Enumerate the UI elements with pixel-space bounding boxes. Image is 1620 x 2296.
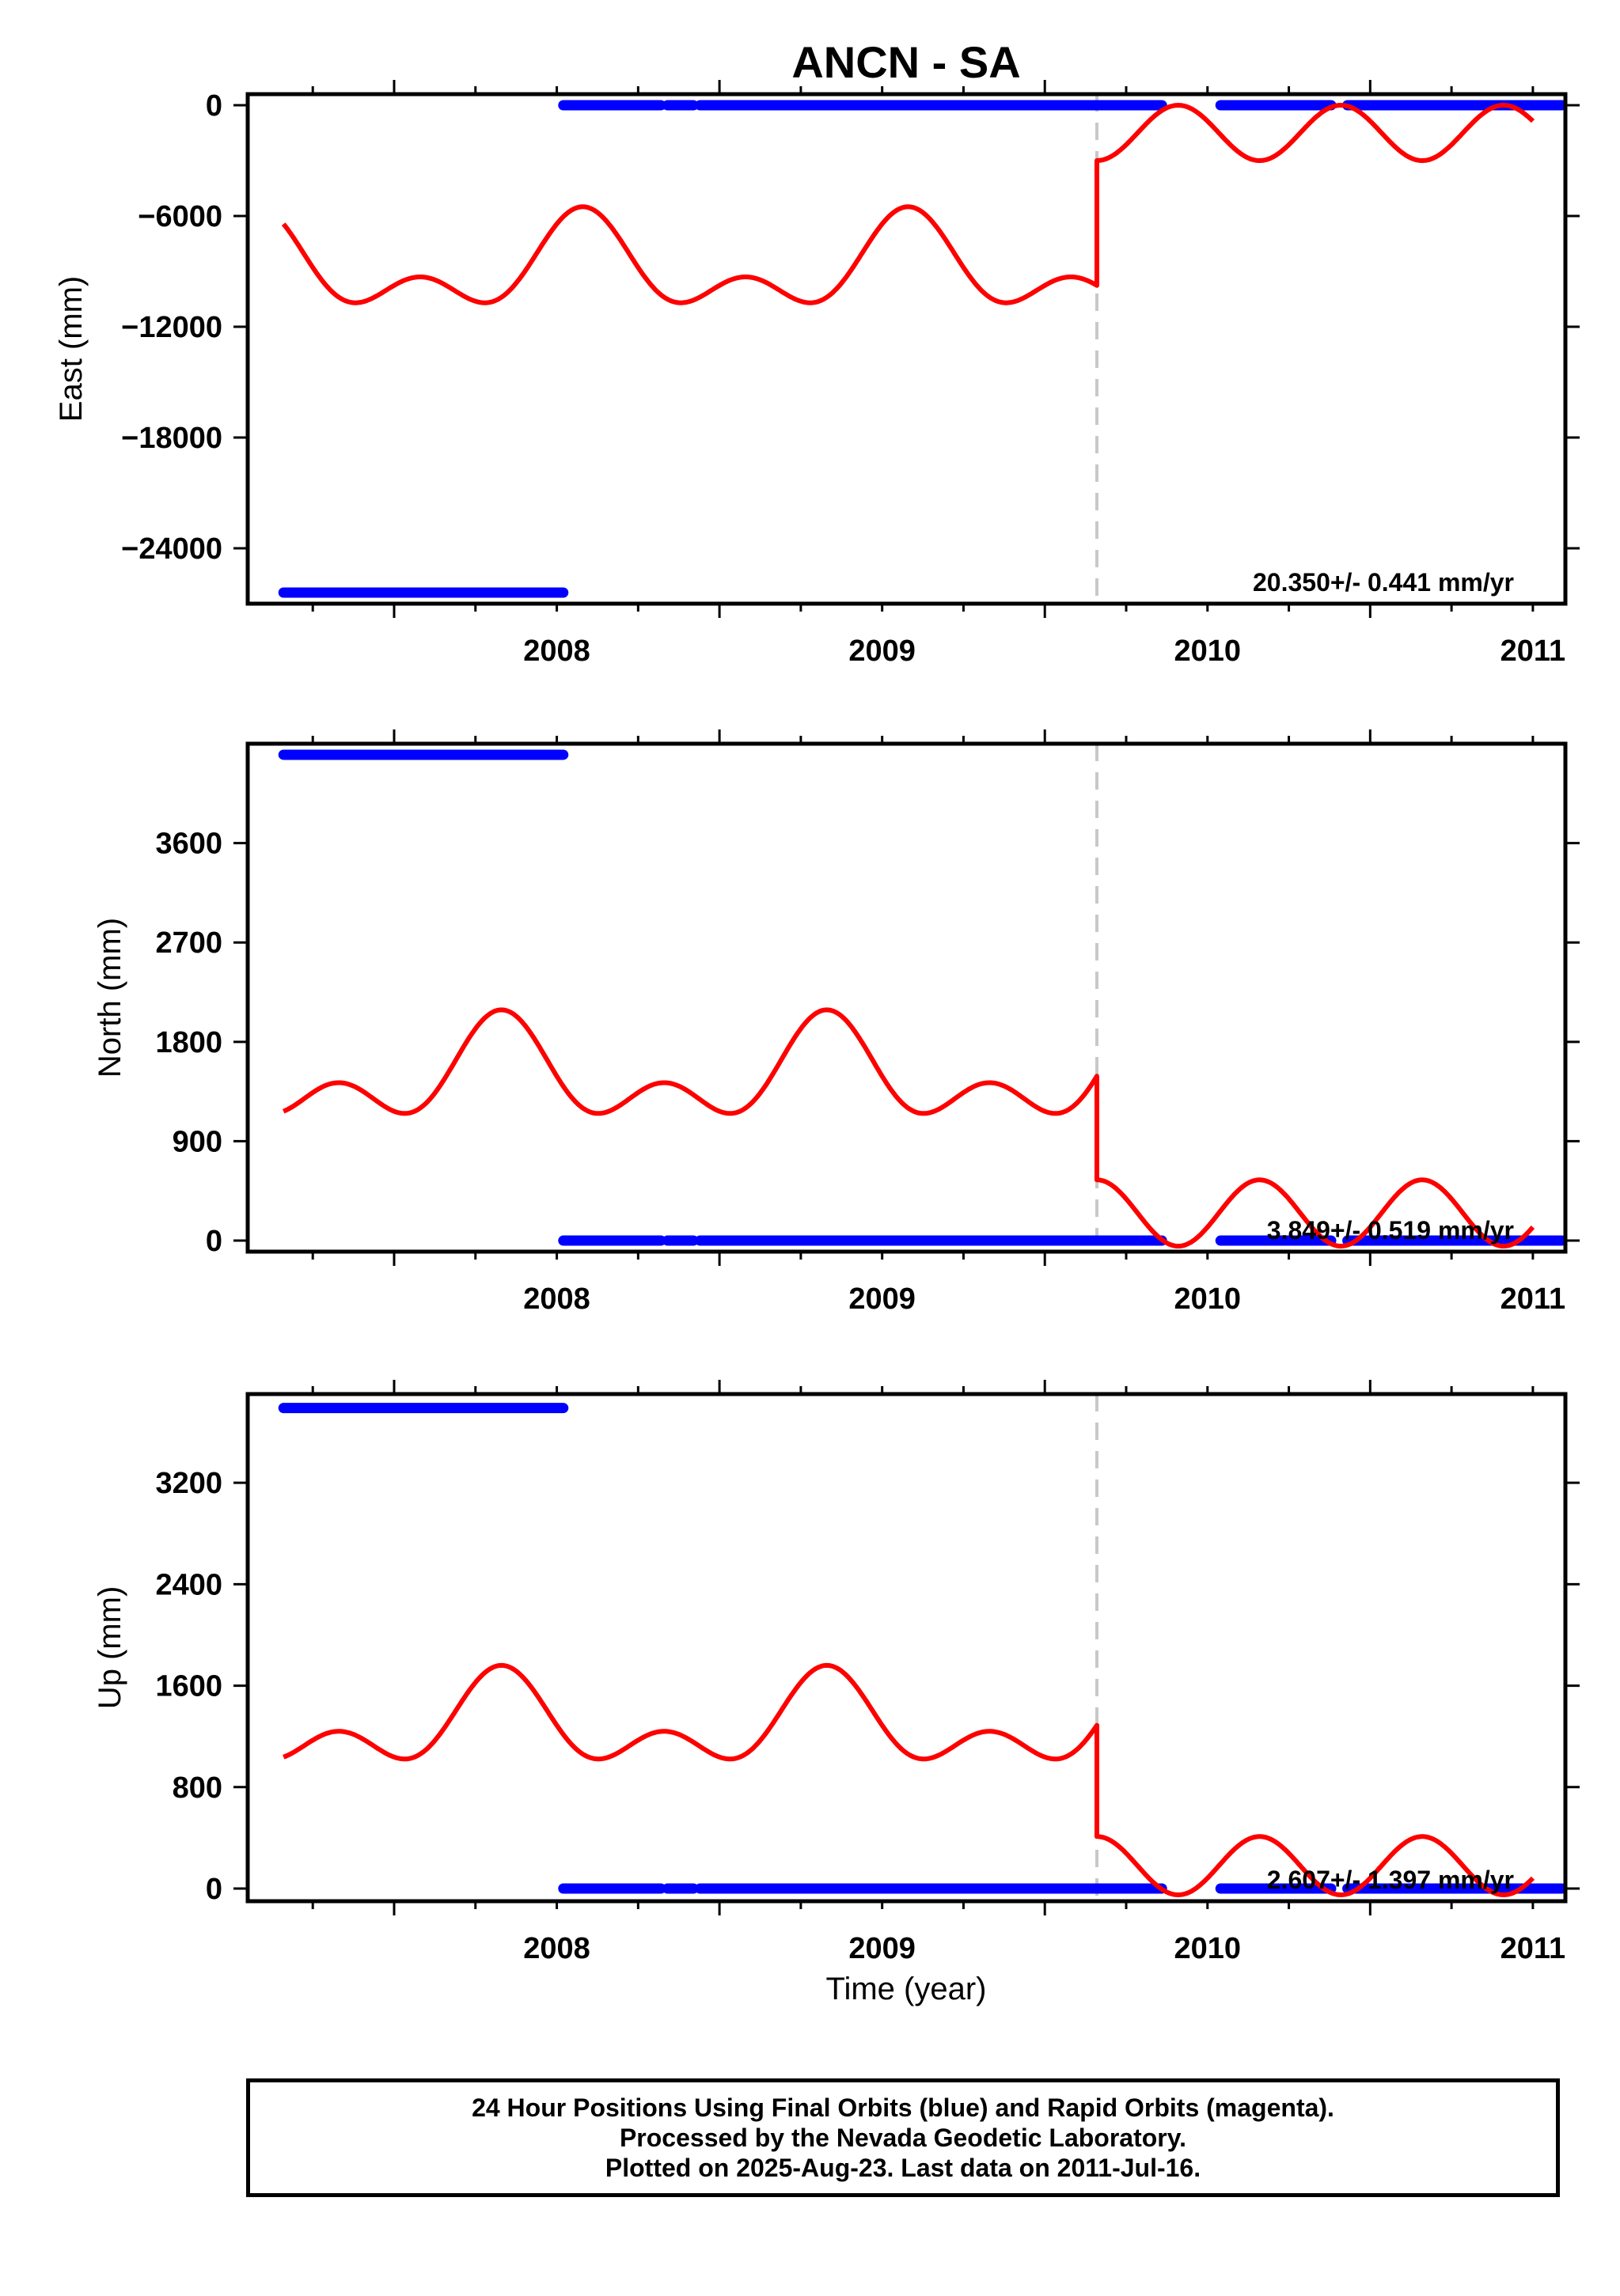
x-tick-label: 2009 bbox=[848, 1283, 916, 1316]
y-tick-label: 1800 bbox=[155, 1026, 222, 1059]
velocity-label: 2.607+/- 1.397 mm/yr bbox=[1267, 1866, 1514, 1894]
y-tick-label: 800 bbox=[173, 1771, 222, 1805]
x-tick-label: 2010 bbox=[1174, 1932, 1242, 1965]
footer-box: 24 Hour Positions Using Final Orbits (bl… bbox=[246, 2078, 1560, 2197]
velocity-label: 3.849+/- 0.519 mm/yr bbox=[1267, 1216, 1514, 1245]
x-tick-label: 2009 bbox=[848, 1932, 916, 1965]
velocity-label: 20.350+/- 0.441 mm/yr bbox=[1253, 568, 1514, 597]
x-tick-label: 2011 bbox=[1500, 635, 1565, 668]
y-tick-label: 0 bbox=[206, 89, 222, 123]
y-axis-label: North (mm) bbox=[93, 918, 127, 1078]
x-tick-label: 2009 bbox=[848, 635, 916, 668]
model-curve bbox=[283, 1007, 1535, 1248]
y-tick-label: −6000 bbox=[138, 200, 222, 233]
x-tick-label: 2008 bbox=[523, 635, 590, 668]
y-tick-label: 1600 bbox=[155, 1670, 222, 1703]
x-tick-label: 2008 bbox=[523, 1283, 590, 1316]
footer-line-3: Plotted on 2025-Aug-23. Last data on 201… bbox=[605, 2154, 1201, 2182]
x-tick-label: 2010 bbox=[1174, 635, 1242, 668]
y-tick-label: −12000 bbox=[121, 311, 222, 344]
y-tick-label: 0 bbox=[206, 1225, 222, 1258]
up-plot-area bbox=[278, 1394, 1565, 1901]
east-plot-area bbox=[278, 94, 1565, 604]
footer-line-2: Processed by the Nevada Geodetic Laborat… bbox=[619, 2124, 1187, 2152]
chart-title: ANCN - SA bbox=[791, 37, 1020, 87]
y-tick-label: −18000 bbox=[121, 422, 222, 455]
up-panel: 2008 2009 2010 2011 0 800 1600 2400 3200 Up (mm) 2… bbox=[93, 1380, 1580, 1965]
y-tick-label: 3200 bbox=[155, 1467, 222, 1500]
y-axis-label: East (mm) bbox=[54, 276, 89, 422]
x-tick-label: 2008 bbox=[523, 1932, 590, 1965]
y-tick-label: 3600 bbox=[155, 828, 222, 861]
east-panel: 2008 2009 2010 2011 0 −6000 −12000 −18000 −24000… bbox=[54, 80, 1580, 668]
plot-frame bbox=[245, 1392, 1568, 1904]
north-plot-area bbox=[278, 744, 1565, 1252]
y-tick-label: −24000 bbox=[121, 532, 222, 566]
y-tick-label: 900 bbox=[173, 1125, 222, 1158]
y-tick-label: 0 bbox=[206, 1873, 222, 1906]
model-curve bbox=[281, 103, 1535, 305]
x-axis-label: Time (year) bbox=[826, 1972, 987, 2006]
x-tick-label: 2011 bbox=[1500, 1932, 1565, 1965]
y-tick-label: 2400 bbox=[155, 1568, 222, 1601]
footer-line-1: 24 Hour Positions Using Final Orbits (bl… bbox=[472, 2093, 1334, 2122]
north-panel: 2008 2009 2010 2011 0 900 1800 2700 3600 North (m… bbox=[93, 729, 1580, 1316]
x-tick-label: 2011 bbox=[1500, 1283, 1565, 1316]
y-tick-label: 2700 bbox=[155, 926, 222, 960]
plot-frame bbox=[245, 92, 1568, 606]
model-curve bbox=[283, 1662, 1535, 1897]
plot-frame bbox=[245, 741, 1568, 1254]
x-tick-label: 2010 bbox=[1174, 1283, 1242, 1316]
y-axis-label: Up (mm) bbox=[93, 1586, 127, 1710]
